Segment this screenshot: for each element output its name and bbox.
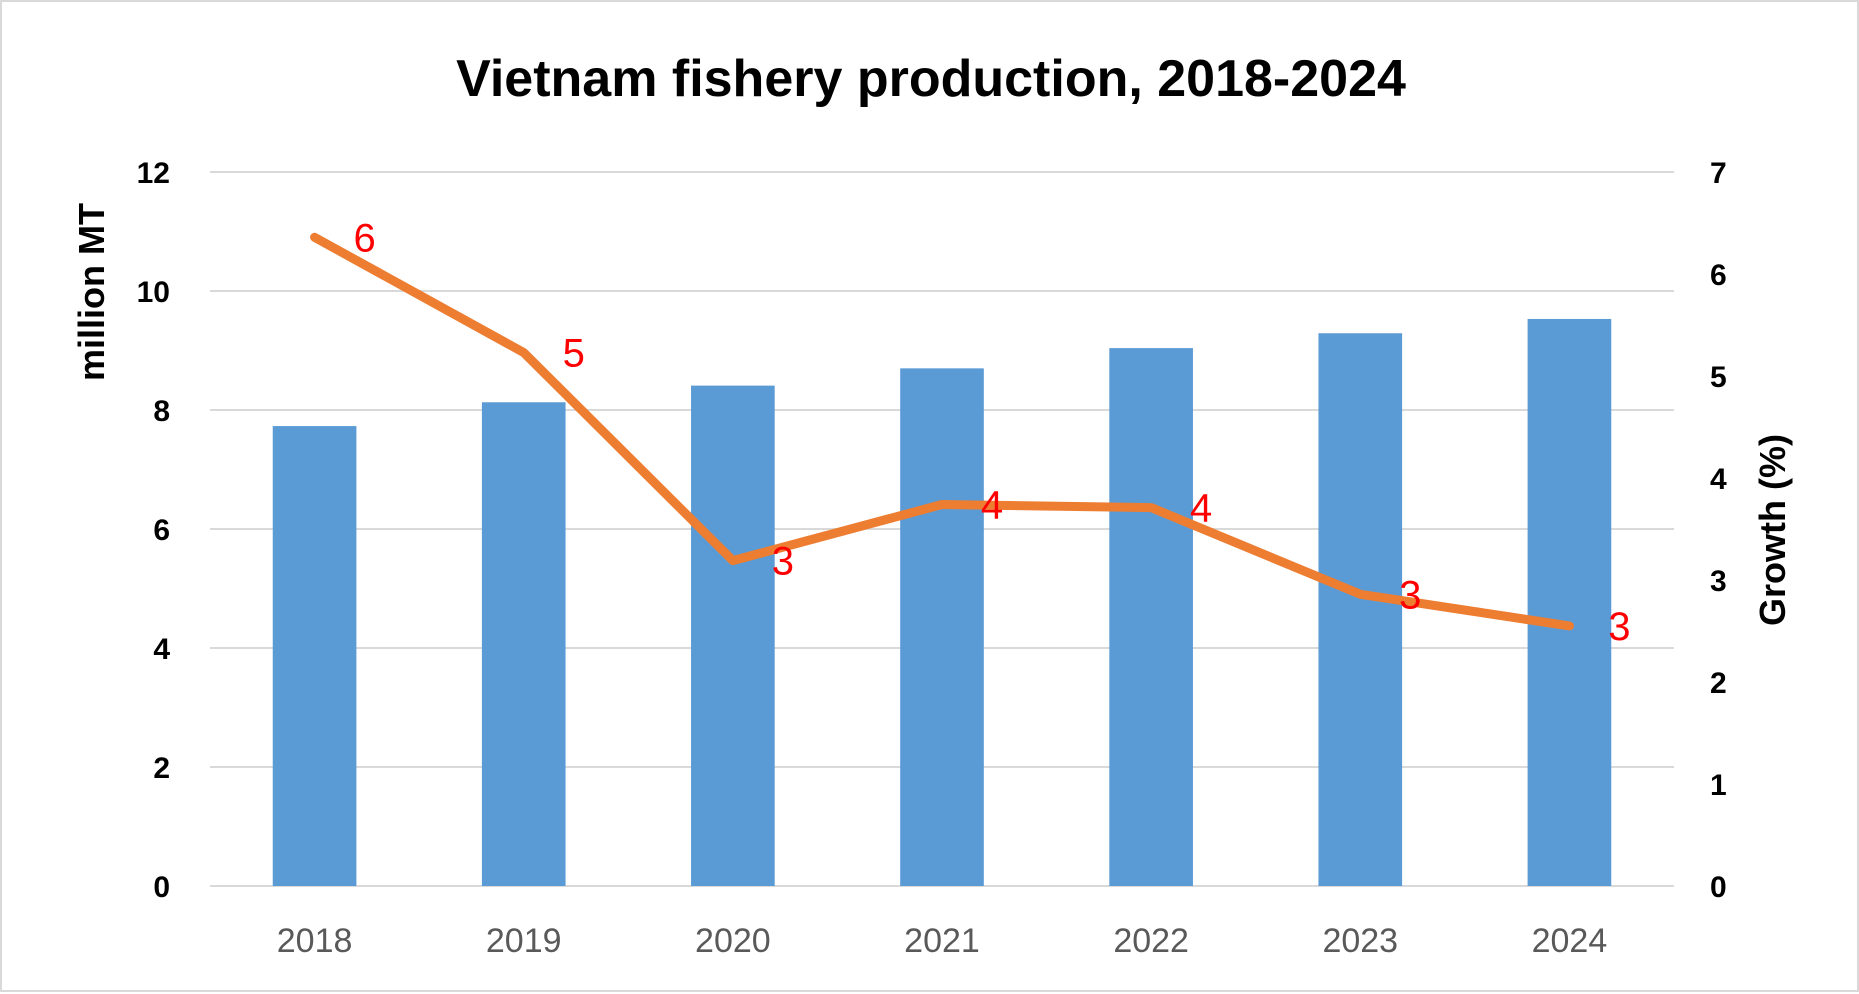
data-label: 6 bbox=[353, 216, 375, 260]
line-point bbox=[731, 559, 734, 562]
left-axis-title: million MT bbox=[71, 203, 112, 381]
line-point bbox=[941, 503, 943, 506]
x-axis-tick-label: 2024 bbox=[1532, 922, 1608, 960]
bar bbox=[1527, 318, 1612, 887]
bar bbox=[1109, 348, 1193, 886]
data-label: 3 bbox=[1608, 605, 1630, 649]
bar bbox=[900, 368, 984, 887]
chart-title: Vietnam fishery production, 2018-2024 bbox=[456, 50, 1406, 108]
right-axis-title: Growth (%) bbox=[1752, 434, 1793, 626]
left-axis-tick-label: 8 bbox=[153, 395, 170, 428]
data-labels: 6 5 3 4 4 3 3 bbox=[353, 216, 1630, 649]
x-axis-tick-label: 2018 bbox=[277, 922, 353, 960]
bar-series bbox=[272, 318, 1612, 887]
right-axis-ticks: 0 1 2 3 4 5 6 7 bbox=[1710, 157, 1727, 904]
left-axis-tick-label: 10 bbox=[137, 276, 170, 309]
line-point bbox=[1359, 593, 1362, 596]
right-axis-tick-label: 1 bbox=[1710, 769, 1727, 802]
left-axis-tick-label: 0 bbox=[153, 871, 170, 904]
left-axis-tick-label: 6 bbox=[153, 514, 170, 547]
data-label: 3 bbox=[1399, 573, 1421, 617]
bar bbox=[272, 426, 357, 886]
right-axis-tick-label: 3 bbox=[1710, 565, 1727, 598]
line-point bbox=[1150, 506, 1153, 509]
x-axis-tick-label: 2019 bbox=[486, 922, 562, 960]
left-axis-tick-label: 12 bbox=[137, 157, 170, 190]
right-axis-tick-label: 7 bbox=[1710, 157, 1727, 190]
right-axis-tick-label: 0 bbox=[1710, 871, 1727, 904]
left-axis-tick-label: 2 bbox=[153, 752, 170, 785]
x-axis-tick-label: 2021 bbox=[904, 922, 980, 960]
data-label: 4 bbox=[981, 484, 1003, 528]
right-axis-tick-label: 6 bbox=[1710, 259, 1727, 292]
x-axis-ticks: 2018 2019 2020 2021 2022 2023 2024 bbox=[277, 922, 1607, 960]
line-point bbox=[522, 351, 525, 354]
line-series bbox=[310, 232, 1574, 631]
data-label: 4 bbox=[1190, 487, 1212, 531]
x-axis-tick-label: 2020 bbox=[695, 922, 771, 960]
right-axis-tick-label: 5 bbox=[1710, 361, 1727, 394]
line-point bbox=[313, 236, 316, 239]
right-axis-tick-label: 4 bbox=[1710, 463, 1727, 496]
data-label: 3 bbox=[772, 540, 794, 584]
x-axis-tick-label: 2022 bbox=[1113, 922, 1189, 960]
bar bbox=[691, 385, 775, 886]
x-axis-tick-label: 2023 bbox=[1322, 922, 1398, 960]
left-axis-ticks: 0 2 4 6 8 10 12 bbox=[137, 157, 171, 904]
left-axis-tick-label: 4 bbox=[153, 633, 170, 666]
right-axis-tick-label: 2 bbox=[1710, 667, 1727, 700]
bar bbox=[481, 402, 566, 886]
bar bbox=[1318, 333, 1403, 886]
line-point bbox=[1568, 624, 1571, 627]
data-label: 5 bbox=[563, 332, 585, 376]
